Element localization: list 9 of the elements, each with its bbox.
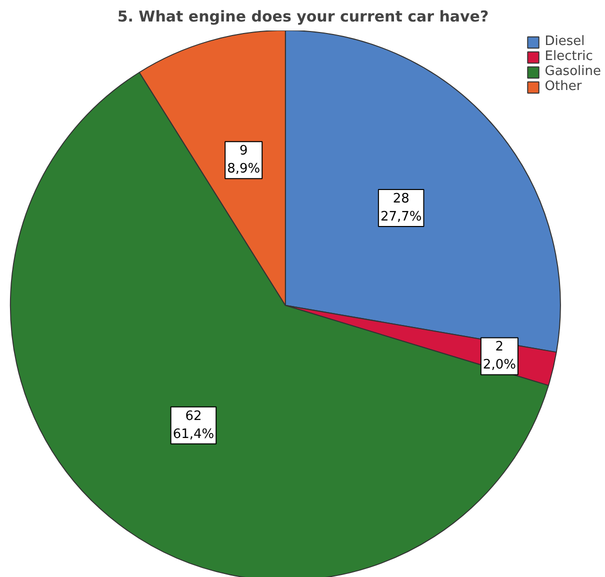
data-label: 62 61,4% — [172, 408, 214, 442]
data-label: 2 2,0% — [482, 340, 516, 373]
data-label: 28 27,7% — [380, 191, 422, 224]
legend-label: Diesel — [544, 34, 585, 49]
legend-label: Other — [544, 79, 582, 94]
data-label: 9 8,9% — [227, 144, 260, 177]
chart-title: 5. What engine does your current car have? — [117, 8, 489, 26]
legend-label: Gasoline — [544, 64, 601, 79]
legend-label: Electric — [544, 49, 593, 64]
